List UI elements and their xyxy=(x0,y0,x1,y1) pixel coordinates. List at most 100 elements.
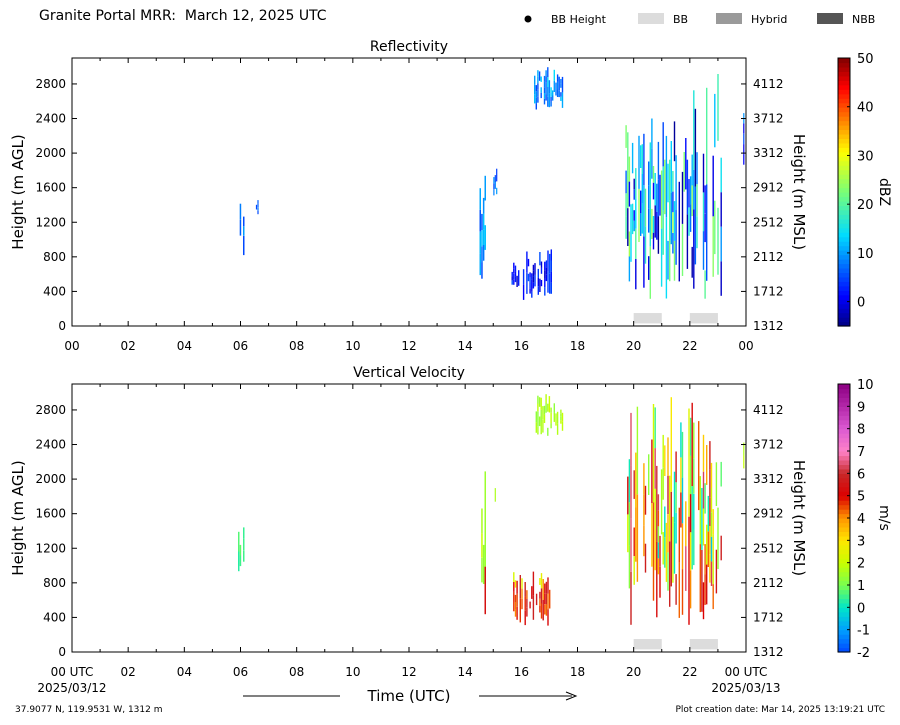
echo-cell xyxy=(540,409,542,423)
echo-cell xyxy=(636,406,639,495)
echo-cell xyxy=(537,395,539,404)
echo-cell xyxy=(628,181,631,207)
echo-cell xyxy=(545,76,547,83)
echo-cell xyxy=(633,210,635,221)
echo-cell xyxy=(535,593,538,606)
echo-cell xyxy=(526,272,528,294)
colorbar-segment xyxy=(838,392,850,398)
echo-cell xyxy=(670,491,672,587)
echo-cell xyxy=(702,508,705,546)
echo-cell xyxy=(560,420,562,424)
colorbar-segment xyxy=(838,102,850,108)
echo-cell xyxy=(710,487,713,513)
echo-cell xyxy=(537,89,539,97)
echo-cell xyxy=(678,181,680,282)
echo-cell xyxy=(540,76,542,82)
y-tick-label: 2400 xyxy=(35,112,66,126)
echo-cell xyxy=(662,122,664,167)
echo-cell xyxy=(694,186,697,265)
echo-cell xyxy=(524,582,526,597)
echo-cell xyxy=(529,601,531,609)
echo-cell xyxy=(657,141,660,180)
echo-cell xyxy=(484,566,486,615)
plot-frame xyxy=(71,383,747,653)
panel-title: Reflectivity xyxy=(370,39,448,55)
x-tick-label: 20 xyxy=(626,665,641,679)
echo-cell xyxy=(549,273,551,294)
echo-cell xyxy=(544,604,546,615)
echo-cell xyxy=(673,121,676,162)
echo-cell xyxy=(644,543,647,573)
echo-cell xyxy=(633,189,635,200)
colorbar-segment xyxy=(838,66,850,72)
echo-cell xyxy=(706,564,708,605)
colorbar-segment xyxy=(838,276,850,282)
echo-cell xyxy=(550,249,552,261)
echo-cell xyxy=(693,130,695,170)
echo-cell xyxy=(513,273,515,280)
echo-cell xyxy=(633,470,635,499)
echo-cell xyxy=(531,273,533,280)
colorbar-segment xyxy=(838,473,850,479)
echo-cell xyxy=(681,477,684,524)
colorbar-label: m/s xyxy=(876,505,892,531)
echo-cell xyxy=(243,216,245,227)
y2-tick-label: 1312 xyxy=(753,645,784,659)
echo-cell xyxy=(691,185,693,217)
echo-cell xyxy=(694,108,697,187)
x-tick-label: 10 xyxy=(345,665,360,679)
echo-cell xyxy=(702,582,705,620)
colorbar-segment xyxy=(838,477,850,483)
echo-cell xyxy=(665,135,668,218)
echo-cell xyxy=(537,268,539,278)
echo-cell xyxy=(625,216,627,239)
echo-cell xyxy=(652,166,655,183)
echo-cell xyxy=(543,75,546,82)
echo-cell xyxy=(556,411,559,418)
echo-cell xyxy=(680,422,682,458)
echo-cell xyxy=(537,76,539,84)
echo-cell xyxy=(522,269,525,285)
echo-cell xyxy=(720,192,722,227)
echo-cell xyxy=(693,493,695,530)
echo-cell xyxy=(656,541,658,618)
echo-cell xyxy=(550,87,552,93)
echo-cell xyxy=(547,282,549,293)
echo-cell xyxy=(743,442,745,456)
echo-cell xyxy=(720,461,722,487)
echo-cell xyxy=(689,417,692,456)
echo-cell xyxy=(698,421,700,511)
colorbar-segment xyxy=(838,643,850,649)
y2-tick-label: 2112 xyxy=(753,250,784,264)
colorbar-segment xyxy=(838,317,850,323)
echo-cell xyxy=(628,545,631,589)
echo-cell xyxy=(720,157,722,193)
echo-cell xyxy=(743,154,745,165)
x-tick-label: 22 xyxy=(682,665,697,679)
echo-cell xyxy=(534,263,536,275)
echo-cell xyxy=(547,67,549,78)
echo-cell xyxy=(689,176,692,205)
x-tick-label: 02 xyxy=(121,339,136,353)
echo-cell xyxy=(628,156,631,182)
echo-cell xyxy=(494,182,496,189)
colorbar-segment xyxy=(838,169,850,175)
echo-cell xyxy=(521,598,523,610)
legend: BB Height BB Hybrid NBB xyxy=(524,13,875,26)
legend-label: BB Height xyxy=(551,13,607,26)
echo-cell xyxy=(481,533,483,558)
echo-cell xyxy=(672,191,674,213)
echo-cell xyxy=(709,526,711,555)
echo-cell xyxy=(643,236,645,288)
colorbar-segment xyxy=(838,629,850,635)
y-tick-label: 400 xyxy=(43,284,66,298)
echo-cell xyxy=(479,231,481,254)
colorbar-segment xyxy=(838,598,850,604)
echo-cell xyxy=(672,516,674,583)
echo-cell xyxy=(688,516,690,625)
echo-cell xyxy=(547,261,549,272)
echo-cell xyxy=(532,595,535,620)
colorbar-segment xyxy=(838,245,850,251)
echo-cell xyxy=(662,434,664,468)
